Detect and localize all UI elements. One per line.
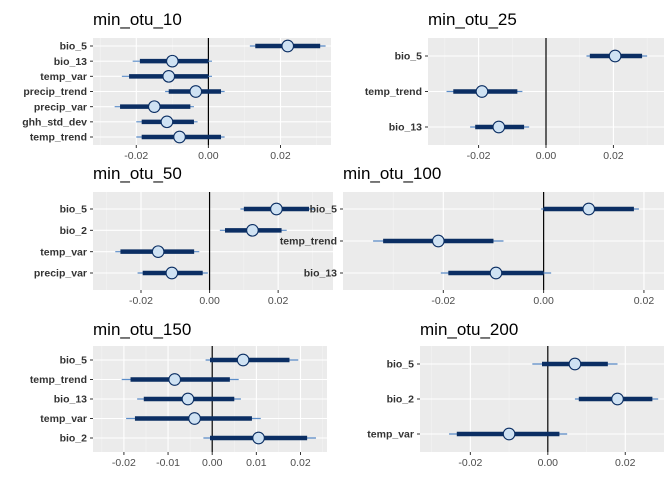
x-tick-label: 0.01	[246, 457, 267, 469]
y-tick-label: temp_trend	[280, 236, 337, 248]
x-tick-label: -0.02	[431, 295, 455, 307]
point-estimate-ghh_std_dev	[160, 115, 174, 129]
y-tick-label: bio_5	[60, 41, 88, 53]
x-tick-label: 0.02	[634, 295, 655, 307]
panel-min-otu-25: bio_5 temp_trend bio_13 -0.02 0.00 0.02 min_ot…	[365, 10, 664, 162]
x-tick-label: 0.00	[533, 295, 554, 307]
y-tick-label: temp_var	[367, 429, 414, 441]
point-estimate-temp_trend	[475, 85, 489, 98]
y-tick-label: temp_var	[40, 246, 87, 258]
x-tick-label: 0.00	[538, 457, 559, 469]
panel-title: min_otu_10	[93, 10, 182, 29]
point-estimate-bio_5	[236, 353, 250, 367]
x-tick-label: 0.00	[199, 295, 220, 307]
point-estimate-temp_var	[151, 245, 165, 259]
point-estimate-precip_var	[165, 266, 179, 280]
point-estimate-bio_5	[608, 49, 622, 63]
y-tick-label: bio_2	[60, 225, 88, 237]
x-tick-label: 0.02	[603, 150, 624, 162]
y-tick-label: bio_13	[304, 268, 337, 280]
point-estimate-temp_var	[502, 427, 516, 441]
y-tick-label: precip_var	[34, 101, 87, 113]
x-tick-label: 0.02	[615, 457, 636, 469]
point-estimate-temp_trend	[173, 130, 186, 144]
x-tick-label: 0.00	[198, 150, 219, 162]
y-tick-label: temp_var	[40, 71, 87, 83]
point-estimate-bio_13	[165, 54, 179, 68]
point-estimate-temp_var	[188, 412, 201, 425]
x-tick-label: -0.02	[112, 457, 136, 469]
y-tick-label: temp_trend	[365, 86, 422, 98]
x-tick-label: -0.02	[124, 150, 148, 162]
panel-title: min_otu_200	[420, 320, 518, 339]
panel-title: min_otu_25	[428, 10, 517, 29]
point-estimate-bio_5	[582, 202, 596, 216]
point-estimate-bio_13	[181, 392, 195, 406]
panel-min-otu-200: bio_5 bio_2 temp_var -0.02 0.00 0.02 min_otu_2…	[367, 320, 664, 469]
point-estimate-temp_trend	[168, 373, 182, 386]
panel-min-otu-150: bio_5 temp_trend bio_13 temp_var bio_2 -0.02 -…	[30, 320, 327, 469]
x-tick-label: -0.01	[156, 457, 180, 469]
y-tick-label: temp_trend	[30, 132, 87, 144]
point-estimate-bio_2	[246, 223, 259, 237]
panel-title: min_otu_150	[93, 320, 191, 339]
x-tick-label: 0.02	[268, 295, 289, 307]
panel-min-otu-50: bio_5 bio_2 temp_var precip_var -0.02 0.00 0.0…	[34, 164, 333, 307]
y-tick-label: bio_13	[54, 56, 87, 68]
y-tick-label: bio_2	[60, 433, 88, 445]
point-estimate-bio_13	[492, 120, 506, 134]
y-tick-label: bio_5	[310, 204, 338, 216]
y-tick-label: bio_13	[389, 122, 422, 134]
y-tick-label: bio_13	[54, 394, 87, 406]
panel-min-otu-100: bio_5 temp_trend bio_13 -0.02 0.00 0.02 min_ot…	[280, 164, 664, 307]
panel-title: min_otu_50	[93, 164, 182, 183]
y-tick-label: bio_5	[395, 51, 423, 63]
point-estimate-temp_var	[162, 69, 176, 83]
x-tick-label: -0.02	[467, 150, 491, 162]
x-tick-label: 0.02	[270, 150, 291, 162]
x-tick-label: 0.02	[290, 457, 311, 469]
point-estimate-bio_5	[568, 357, 582, 371]
point-estimate-precip_trend	[189, 85, 203, 98]
y-tick-label: precip_trend	[23, 86, 87, 98]
point-estimate-bio_2	[252, 431, 265, 445]
point-estimate-precip_var	[147, 100, 161, 114]
y-tick-label: ghh_std_dev	[22, 116, 87, 128]
y-tick-label: temp_trend	[30, 374, 87, 386]
y-tick-label: bio_2	[387, 394, 415, 406]
y-tick-label: precip_var	[34, 268, 87, 280]
panel-title: min_otu_100	[343, 164, 441, 183]
point-estimate-bio_5	[270, 202, 283, 216]
point-estimate-bio_13	[489, 266, 503, 280]
point-estimate-bio_5	[281, 39, 295, 53]
y-tick-label: bio_5	[60, 204, 88, 216]
point-estimate-temp_trend	[431, 234, 445, 248]
y-tick-label: bio_5	[387, 359, 415, 371]
y-tick-label: bio_5	[60, 355, 88, 367]
y-tick-label: temp_var	[40, 413, 87, 425]
panel-min-otu-10: bio_5 bio_13 temp_var precip_trend precip_va…	[22, 10, 331, 162]
x-tick-label: 0.00	[202, 457, 223, 469]
x-tick-label: -0.02	[458, 457, 482, 469]
x-tick-label: -0.02	[129, 295, 153, 307]
x-tick-label: 0.00	[536, 150, 557, 162]
point-estimate-bio_2	[611, 392, 624, 406]
